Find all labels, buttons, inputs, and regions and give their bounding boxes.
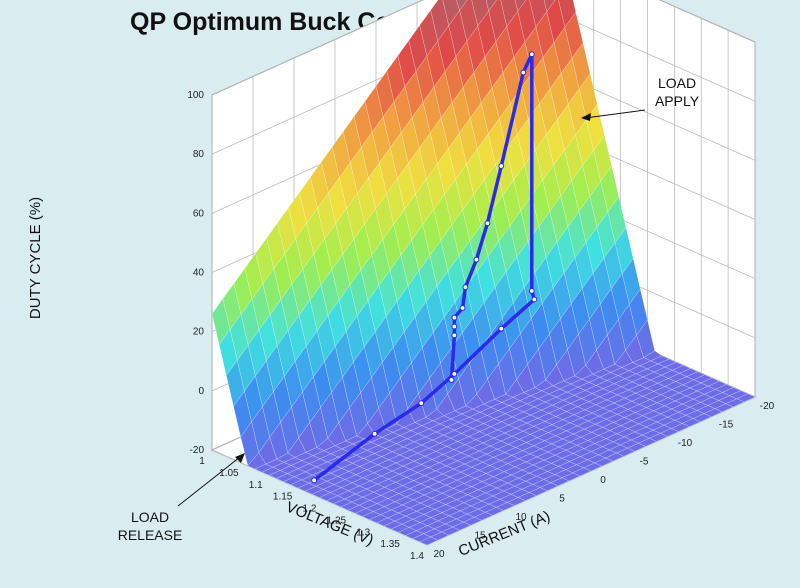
y-tick-label: -5 xyxy=(640,457,649,468)
x-tick-label: 1.1 xyxy=(249,480,263,491)
z-tick-label: 100 xyxy=(187,90,204,101)
trajectory-point xyxy=(451,314,458,321)
trajectory-point xyxy=(451,332,458,339)
surface-patch xyxy=(514,0,527,12)
x-tick-label: 1 xyxy=(199,456,205,467)
annotation-load-release-arrowhead xyxy=(235,453,245,463)
y-tick-label: 5 xyxy=(559,494,565,505)
surface-patch xyxy=(736,393,756,403)
tick-labels: 100806040200-2011.051.11.151.21.251.31.3… xyxy=(187,90,774,562)
x-tick-label: 1.2 xyxy=(303,504,317,515)
trajectory-point xyxy=(462,284,469,291)
trajectory-point xyxy=(498,325,505,332)
trajectory-point xyxy=(448,377,455,383)
trajectory-point xyxy=(473,256,480,263)
trajectory-point xyxy=(498,163,505,169)
z-tick-label: 40 xyxy=(193,268,205,279)
z-tick-label: 60 xyxy=(193,208,205,219)
annotation-load-apply-line2: APPLY xyxy=(655,93,700,109)
trajectory-point xyxy=(531,296,538,303)
y-tick-label: 10 xyxy=(515,512,527,523)
grid-line xyxy=(211,0,424,96)
y-tick-label: 20 xyxy=(433,549,445,560)
x-tick-label: 1.25 xyxy=(327,515,347,526)
trajectory-point xyxy=(451,370,458,377)
x-tick-label: 1.05 xyxy=(219,468,239,479)
y-tick-label: -20 xyxy=(760,401,775,412)
x-tick-label: 1.15 xyxy=(273,492,293,503)
annotation-load-apply-arrowhead xyxy=(581,113,591,121)
y-tick-label: 15 xyxy=(474,531,486,542)
z-axis-label: DUTY CYCLE (%) xyxy=(27,197,44,319)
z-tick-label: -20 xyxy=(190,445,205,456)
z-tick-label: 80 xyxy=(193,149,205,160)
x-tick-label: 1.3 xyxy=(356,527,370,538)
trajectory-point xyxy=(528,51,535,58)
grid-line xyxy=(658,0,756,43)
control-surface xyxy=(211,0,756,546)
trajectory-point xyxy=(459,305,466,311)
x-tick-label: 1.35 xyxy=(380,539,400,550)
trajectory-point xyxy=(451,323,458,330)
trajectory-group xyxy=(311,51,538,484)
surface-patch xyxy=(456,0,468,11)
annotation-load-release-arrow xyxy=(177,456,241,507)
trajectory-point xyxy=(528,288,535,294)
z-tick-label: 20 xyxy=(193,327,205,338)
x-tick-label: 1.4 xyxy=(410,551,424,562)
y-tick-label: 0 xyxy=(600,475,606,486)
y-tick-label: -10 xyxy=(678,438,693,449)
trajectory-point xyxy=(371,430,378,437)
annotation-load-apply: LOAD APPLY xyxy=(581,75,700,121)
z-tick-label: 0 xyxy=(198,386,204,397)
surface-patch xyxy=(543,0,556,13)
trajectory-point xyxy=(520,69,527,76)
trajectory-point xyxy=(311,477,318,484)
y-tick-label: -15 xyxy=(719,420,734,431)
annotation-load-release: LOAD RELEASE xyxy=(118,453,245,543)
annotation-load-apply-line1: LOAD xyxy=(658,75,696,91)
trajectory-point xyxy=(484,220,491,227)
annotation-load-release-line2: RELEASE xyxy=(118,527,183,543)
annotation-load-apply-arrow xyxy=(584,109,646,119)
surface-patch xyxy=(485,0,497,12)
trajectory-point xyxy=(418,400,425,407)
annotation-load-release-line1: LOAD xyxy=(131,509,169,525)
